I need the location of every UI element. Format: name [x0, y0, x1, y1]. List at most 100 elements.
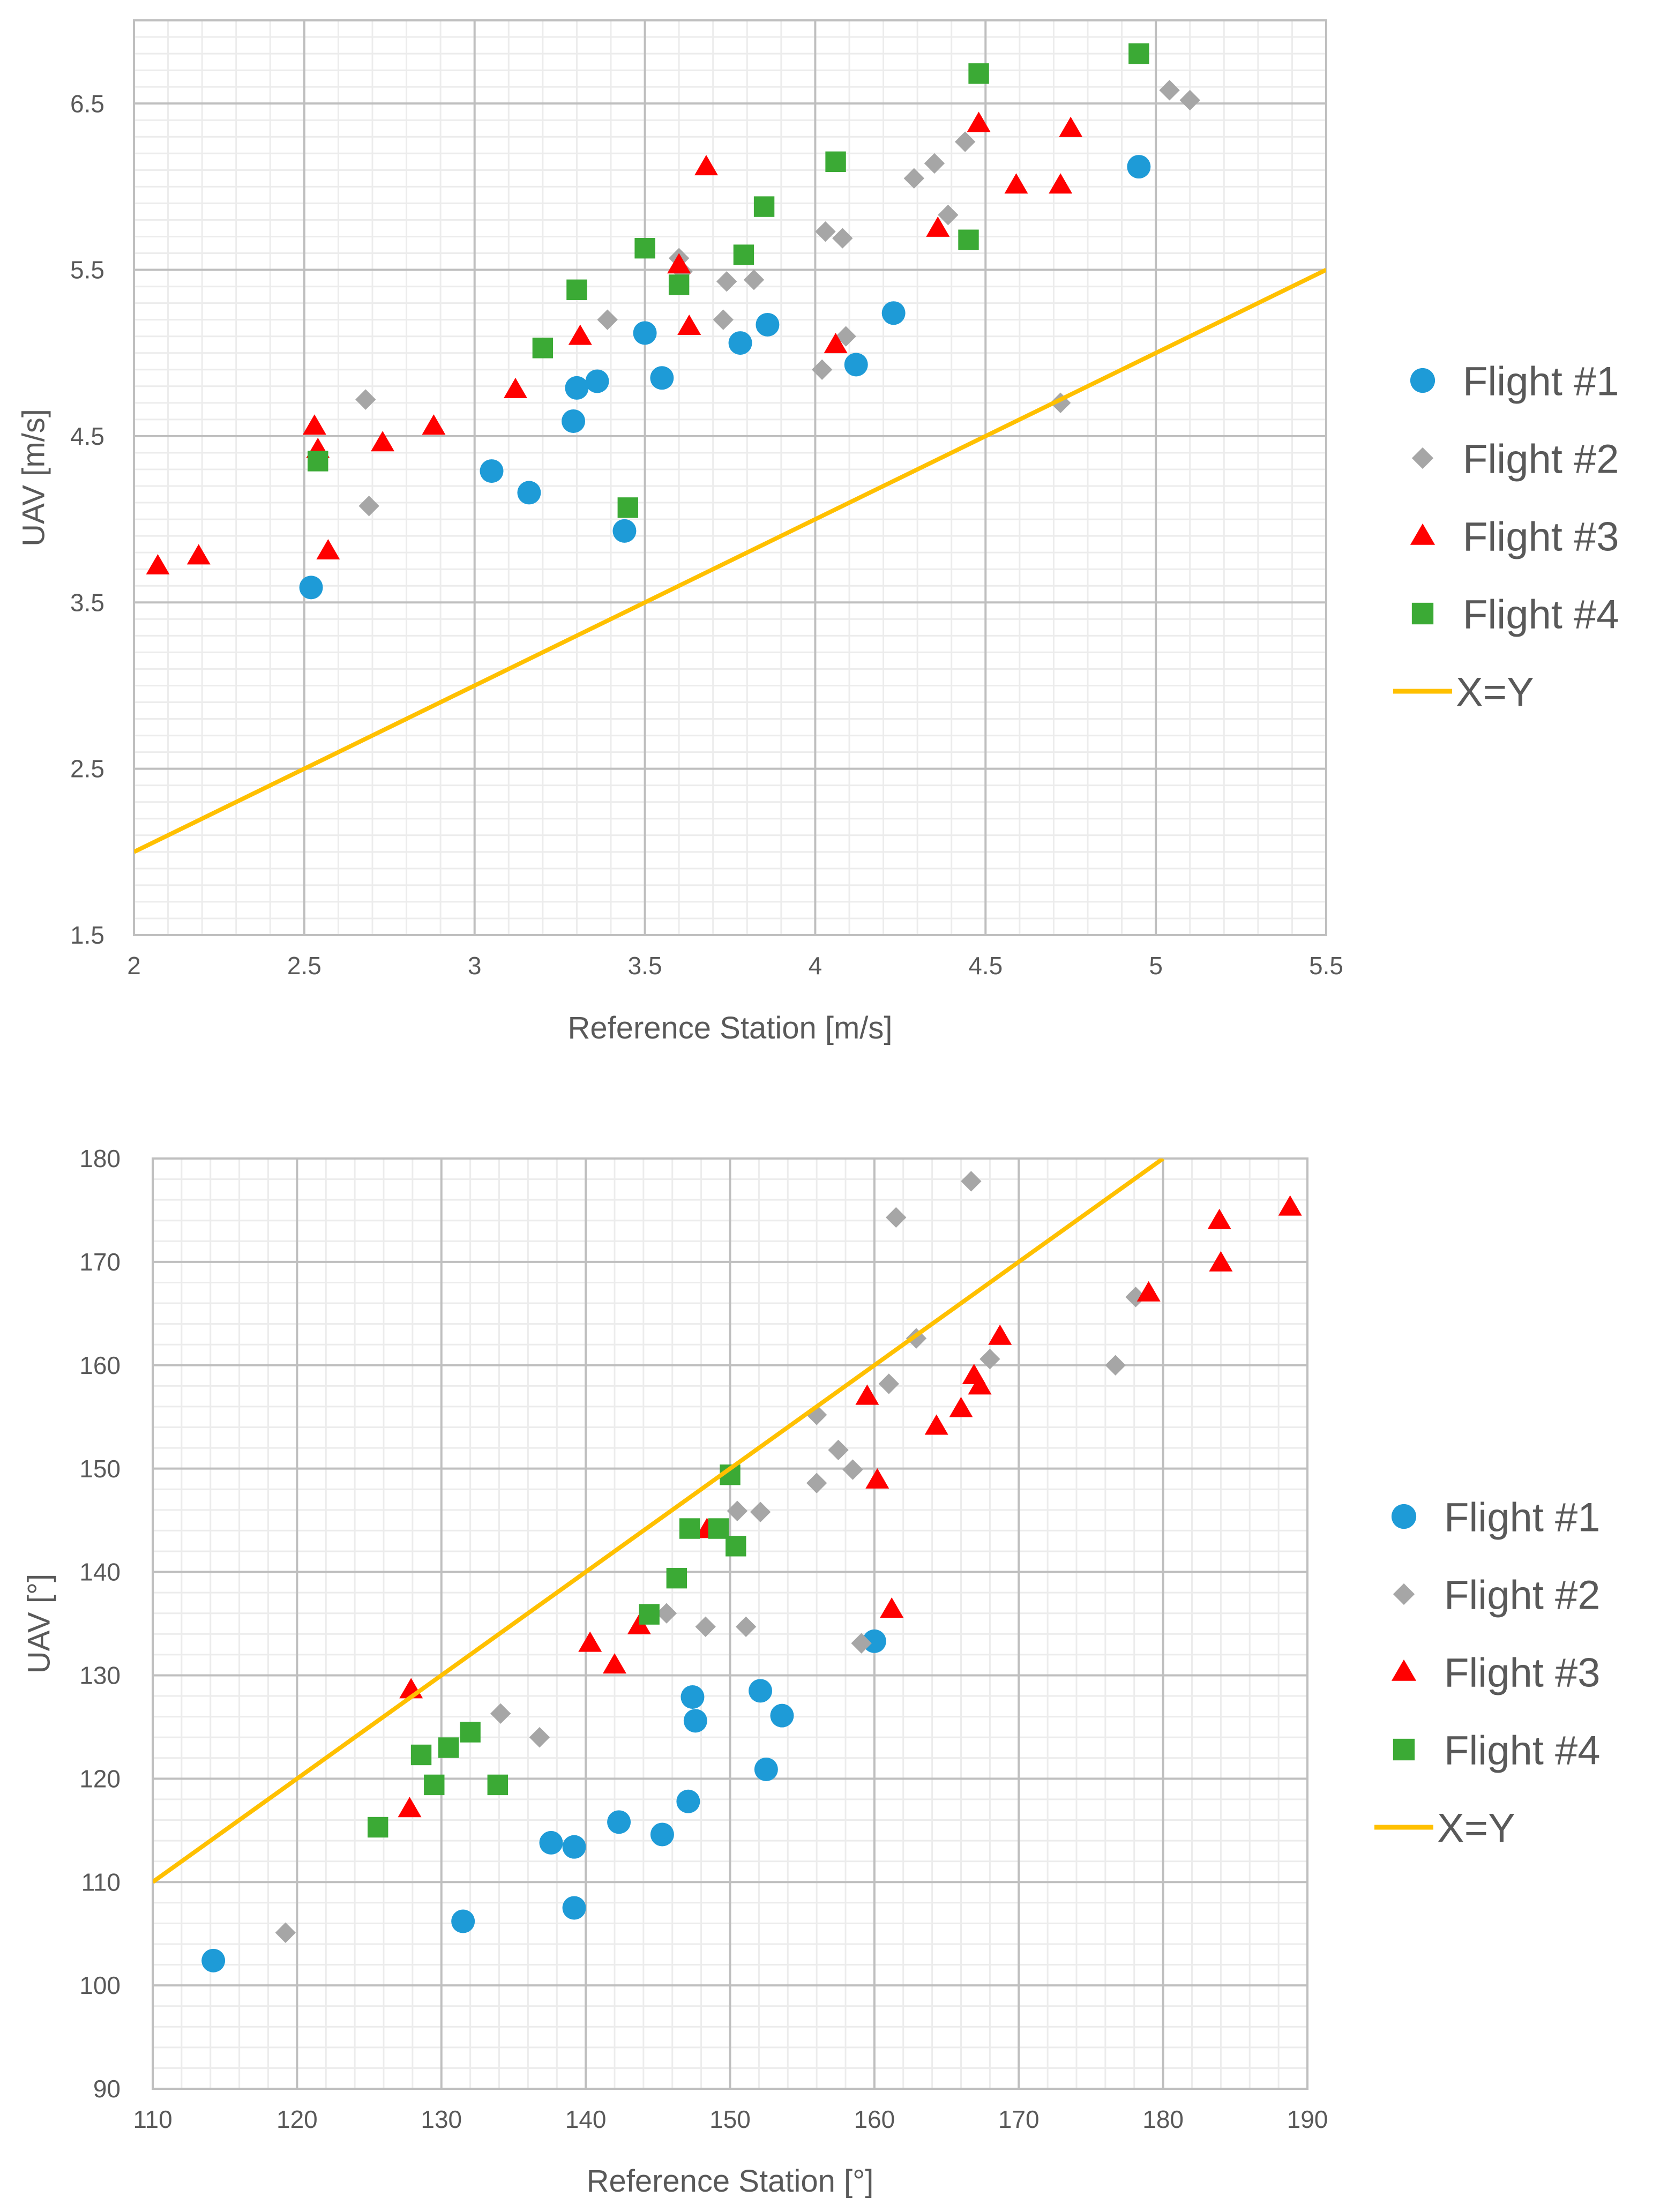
point-flight-3 — [578, 1631, 602, 1652]
x-tick-label: 130 — [421, 2105, 462, 2133]
point-flight-3 — [1049, 173, 1073, 194]
point-flight-3 — [880, 1597, 904, 1618]
y-tick-label: 90 — [93, 2075, 121, 2103]
point-flight-4 — [438, 1737, 459, 1758]
point-flight-2 — [743, 269, 765, 290]
legend-swatch-flight-1 — [1410, 368, 1435, 393]
y-tick-label: 170 — [79, 1248, 121, 1276]
y-tick-label: 180 — [79, 1145, 121, 1172]
y-tick-label: 140 — [79, 1558, 121, 1586]
y-tick-label: 4.5 — [70, 422, 104, 450]
point-flight-3 — [926, 216, 950, 237]
point-flight-2 — [832, 228, 853, 249]
point-flight-4 — [753, 196, 775, 217]
point-flight-4 — [460, 1722, 481, 1743]
point-flight-1 — [681, 1685, 705, 1709]
legend-label-x-y: X=Y — [1437, 1805, 1515, 1851]
legend: Flight #1 Flight #2 Flight #3 Flight #4 X=Y — [1374, 1494, 1601, 1851]
point-flight-2 — [1050, 392, 1071, 414]
point-flight-1 — [749, 1679, 773, 1703]
wind-direction-plot: 110 120 130 140 150 160 170 180 190 901001101201… — [21, 1145, 1601, 2199]
point-flight-3 — [924, 1414, 948, 1435]
point-flight-1 — [770, 1703, 794, 1728]
point-flight-3 — [677, 315, 701, 335]
y-tick-label: 130 — [79, 1662, 121, 1690]
point-flight-2 — [1125, 1287, 1146, 1307]
point-flight-1 — [562, 409, 586, 433]
y-axis-title: UAV [°] — [21, 1574, 56, 1674]
legend-label-flight-2: Flight #2 — [1463, 436, 1619, 482]
y-tick-label: 2.5 — [70, 755, 104, 783]
point-flight-2 — [656, 1603, 677, 1624]
point-flight-2 — [842, 1459, 863, 1480]
major-gridlines — [133, 20, 1327, 936]
y-axis-ticks: 1.5 2.5 3.5 4.5 5.5 6.5 — [70, 89, 104, 949]
point-flight-1 — [683, 1709, 707, 1733]
point-flight-3 — [1136, 1281, 1161, 1302]
x-tick-label: 2.5 — [287, 952, 321, 980]
point-flight-2 — [695, 1616, 716, 1637]
point-flight-4 — [424, 1774, 445, 1796]
point-flight-1 — [728, 331, 752, 355]
y-tick-label: 150 — [79, 1455, 121, 1483]
point-flight-2 — [1105, 1355, 1126, 1376]
point-flight-2 — [954, 131, 976, 152]
point-flight-3 — [949, 1396, 973, 1417]
point-flight-3 — [568, 324, 592, 345]
x-tick-label: 3.5 — [628, 952, 662, 980]
point-flight-3 — [146, 554, 170, 574]
wind-speed-plot: 2 2.5 3 3.5 4 4.5 5 5.5 1.5 2.5 3.5 4.5 5.5 6.5 Refe… — [16, 19, 1619, 1045]
point-flight-3 — [504, 377, 527, 398]
point-flight-1 — [480, 459, 504, 483]
point-flight-1 — [585, 369, 609, 393]
data-marks — [153, 1159, 1302, 1972]
point-flight-1 — [201, 1948, 226, 1972]
series-line-x-equals-y — [153, 1159, 1164, 1884]
point-flight-1 — [756, 312, 780, 337]
legend-label-flight-3: Flight #3 — [1463, 514, 1619, 559]
legend-swatch-flight-4 — [1411, 602, 1434, 625]
legend-swatch-flight-2 — [1411, 447, 1434, 469]
point-flight-1 — [844, 353, 868, 377]
point-flight-2 — [490, 1703, 511, 1724]
y-tick-label: 5.5 — [70, 256, 104, 284]
point-flight-1 — [650, 366, 674, 390]
legend-swatch-flight-3 — [1391, 1659, 1417, 1681]
data-marks — [134, 43, 1326, 854]
legend-label-flight-4: Flight #4 — [1444, 1728, 1601, 1773]
point-flight-2 — [716, 271, 737, 292]
point-flight-3 — [988, 1324, 1012, 1345]
point-flight-3 — [316, 539, 340, 560]
point-flight-3 — [1059, 116, 1083, 137]
legend-label-flight-2: Flight #2 — [1444, 1572, 1601, 1618]
point-flight-4 — [634, 237, 655, 259]
x-tick-label: 3 — [468, 952, 482, 980]
point-flight-2 — [597, 309, 618, 330]
point-flight-2 — [903, 168, 924, 189]
legend-swatch-flight-4 — [1393, 1738, 1415, 1761]
legend-swatch-flight-1 — [1391, 1504, 1417, 1529]
legend-label-flight-3: Flight #3 — [1444, 1650, 1601, 1695]
y-tick-label: 3.5 — [70, 588, 104, 616]
point-flight-4 — [666, 1567, 687, 1589]
legend-label-flight-4: Flight #4 — [1463, 592, 1619, 637]
point-flight-2 — [275, 1922, 296, 1943]
point-flight-2 — [938, 204, 959, 226]
point-flight-2 — [355, 389, 376, 410]
point-flight-4 — [410, 1744, 432, 1766]
point-flight-3 — [1209, 1251, 1233, 1272]
point-flight-2 — [1159, 80, 1180, 101]
x-axis-ticks: 110 120 130 140 150 160 170 180 190 — [133, 2105, 1328, 2133]
legend-label-flight-1: Flight #1 — [1444, 1494, 1601, 1540]
point-flight-3 — [398, 1797, 422, 1818]
point-flight-3 — [967, 111, 991, 132]
x-tick-label: 5.5 — [1309, 952, 1343, 980]
y-tick-label: 120 — [79, 1765, 121, 1792]
legend: Flight #1 Flight #2 Flight #3 Flight #4 X=Y — [1393, 358, 1619, 715]
series-line-x-equals-y — [134, 267, 1326, 854]
x-tick-label: 140 — [565, 2105, 607, 2133]
point-flight-2 — [886, 1207, 907, 1228]
point-flight-3 — [694, 155, 718, 176]
point-flight-2 — [713, 309, 734, 330]
point-flight-2 — [815, 221, 836, 242]
